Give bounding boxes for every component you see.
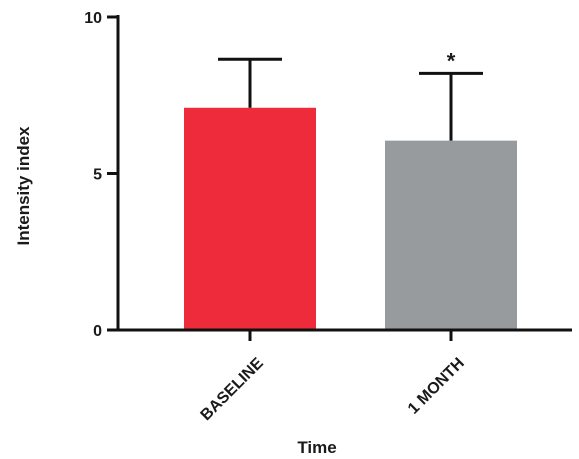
error-bars-group <box>218 57 483 141</box>
y-tick-label: 10 <box>84 10 102 27</box>
y-ticks-group: 0 5 10 <box>84 10 118 340</box>
x-ticks-group: BASELINE 1 MONTH <box>198 330 468 424</box>
bar-baseline <box>184 107 316 331</box>
y-tick-label: 0 <box>93 323 102 340</box>
significance-asterisk: * <box>447 48 456 73</box>
x-tick-label: BASELINE <box>198 355 267 424</box>
bars-group <box>184 107 517 331</box>
x-axis-title: Time <box>297 438 336 457</box>
x-tick-label: 1 MONTH <box>405 355 468 418</box>
annotations-group: * <box>447 48 456 73</box>
y-axis-title: Intensity index <box>14 126 33 246</box>
y-tick-label: 5 <box>93 167 102 184</box>
bar-1-month <box>385 140 517 330</box>
